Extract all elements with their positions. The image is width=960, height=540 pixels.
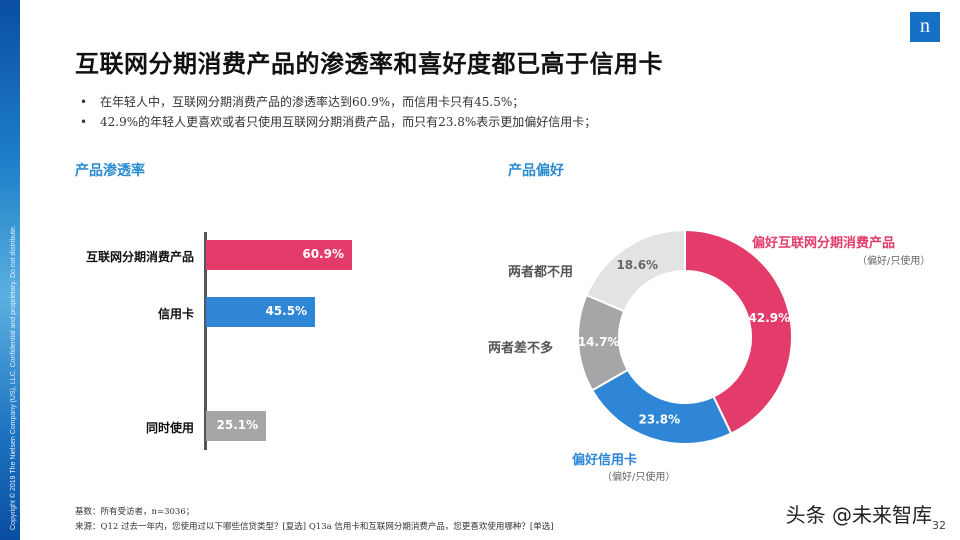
donut-value-label: 14.7% [578, 335, 620, 349]
nielsen-logo: n [910, 12, 940, 42]
donut-slice [585, 228, 686, 313]
footnote-source: 来源：Q12 过去一年内，您使用过以下哪些信贷类型？[复选] Q13a 信用卡和… [75, 522, 554, 532]
copyright-text: Copyright © 2019 The Nielsen Company (US… [10, 225, 17, 530]
bar-axis [204, 232, 207, 450]
bar-category-label: 互联网分期消费产品 [85, 250, 194, 264]
bullet-item: 42.9%的年轻人更喜欢或者只使用互联网分期消费产品，而只有23.8%表示更加偏… [80, 112, 596, 132]
watermark: 头条 @未来智库 [785, 503, 932, 527]
donut-value-label: 23.8% [638, 413, 680, 427]
bullet-item: 在年轻人中，互联网分期消费产品的渗透率达到60.9%，而信用卡只有45.5%； [80, 92, 596, 112]
donut-value-label: 42.9% [749, 311, 791, 325]
bar-value-label: 60.9% [302, 247, 344, 261]
slice-label-internet: 偏好互联网分期消费产品 [752, 236, 896, 251]
donut-slice [577, 293, 630, 392]
slice-label-credit: 偏好信用卡 [572, 453, 638, 468]
slice-sub-credit: （偏好/只使用） [602, 472, 676, 483]
donut-slice [684, 228, 793, 435]
donut-slice [590, 368, 733, 445]
slice-label-similar: 两者差不多 [488, 341, 554, 356]
bar: 60.9% [206, 240, 352, 270]
footnote-base: 基数：所有受访者，n=3036； [75, 507, 195, 517]
slice-sub-internet: （偏好/只使用） [857, 256, 931, 267]
bar-category-label: 信用卡 [157, 307, 194, 321]
bullet-list: 在年轻人中，互联网分期消费产品的渗透率达到60.9%，而信用卡只有45.5%； … [80, 92, 596, 132]
bar: 45.5% [206, 297, 316, 327]
bar-chart-title: 产品渗透率 [75, 163, 145, 179]
left-decorative-band: Copyright © 2019 The Nielsen Company (US… [0, 0, 20, 540]
bar: 25.1% [206, 411, 267, 441]
donut-value-label: 18.6% [616, 258, 658, 272]
page-number: 32 [932, 519, 946, 532]
page-title: 互联网分期消费产品的渗透率和喜好度都已高于信用卡 [75, 50, 663, 78]
slice-label-neither: 两者都不用 [508, 265, 574, 280]
bar-value-label: 45.5% [265, 304, 308, 318]
pie-chart-title: 产品偏好 [508, 163, 564, 179]
bar-category-label: 同时使用 [145, 421, 194, 435]
bar-value-label: 25.1% [216, 418, 259, 432]
